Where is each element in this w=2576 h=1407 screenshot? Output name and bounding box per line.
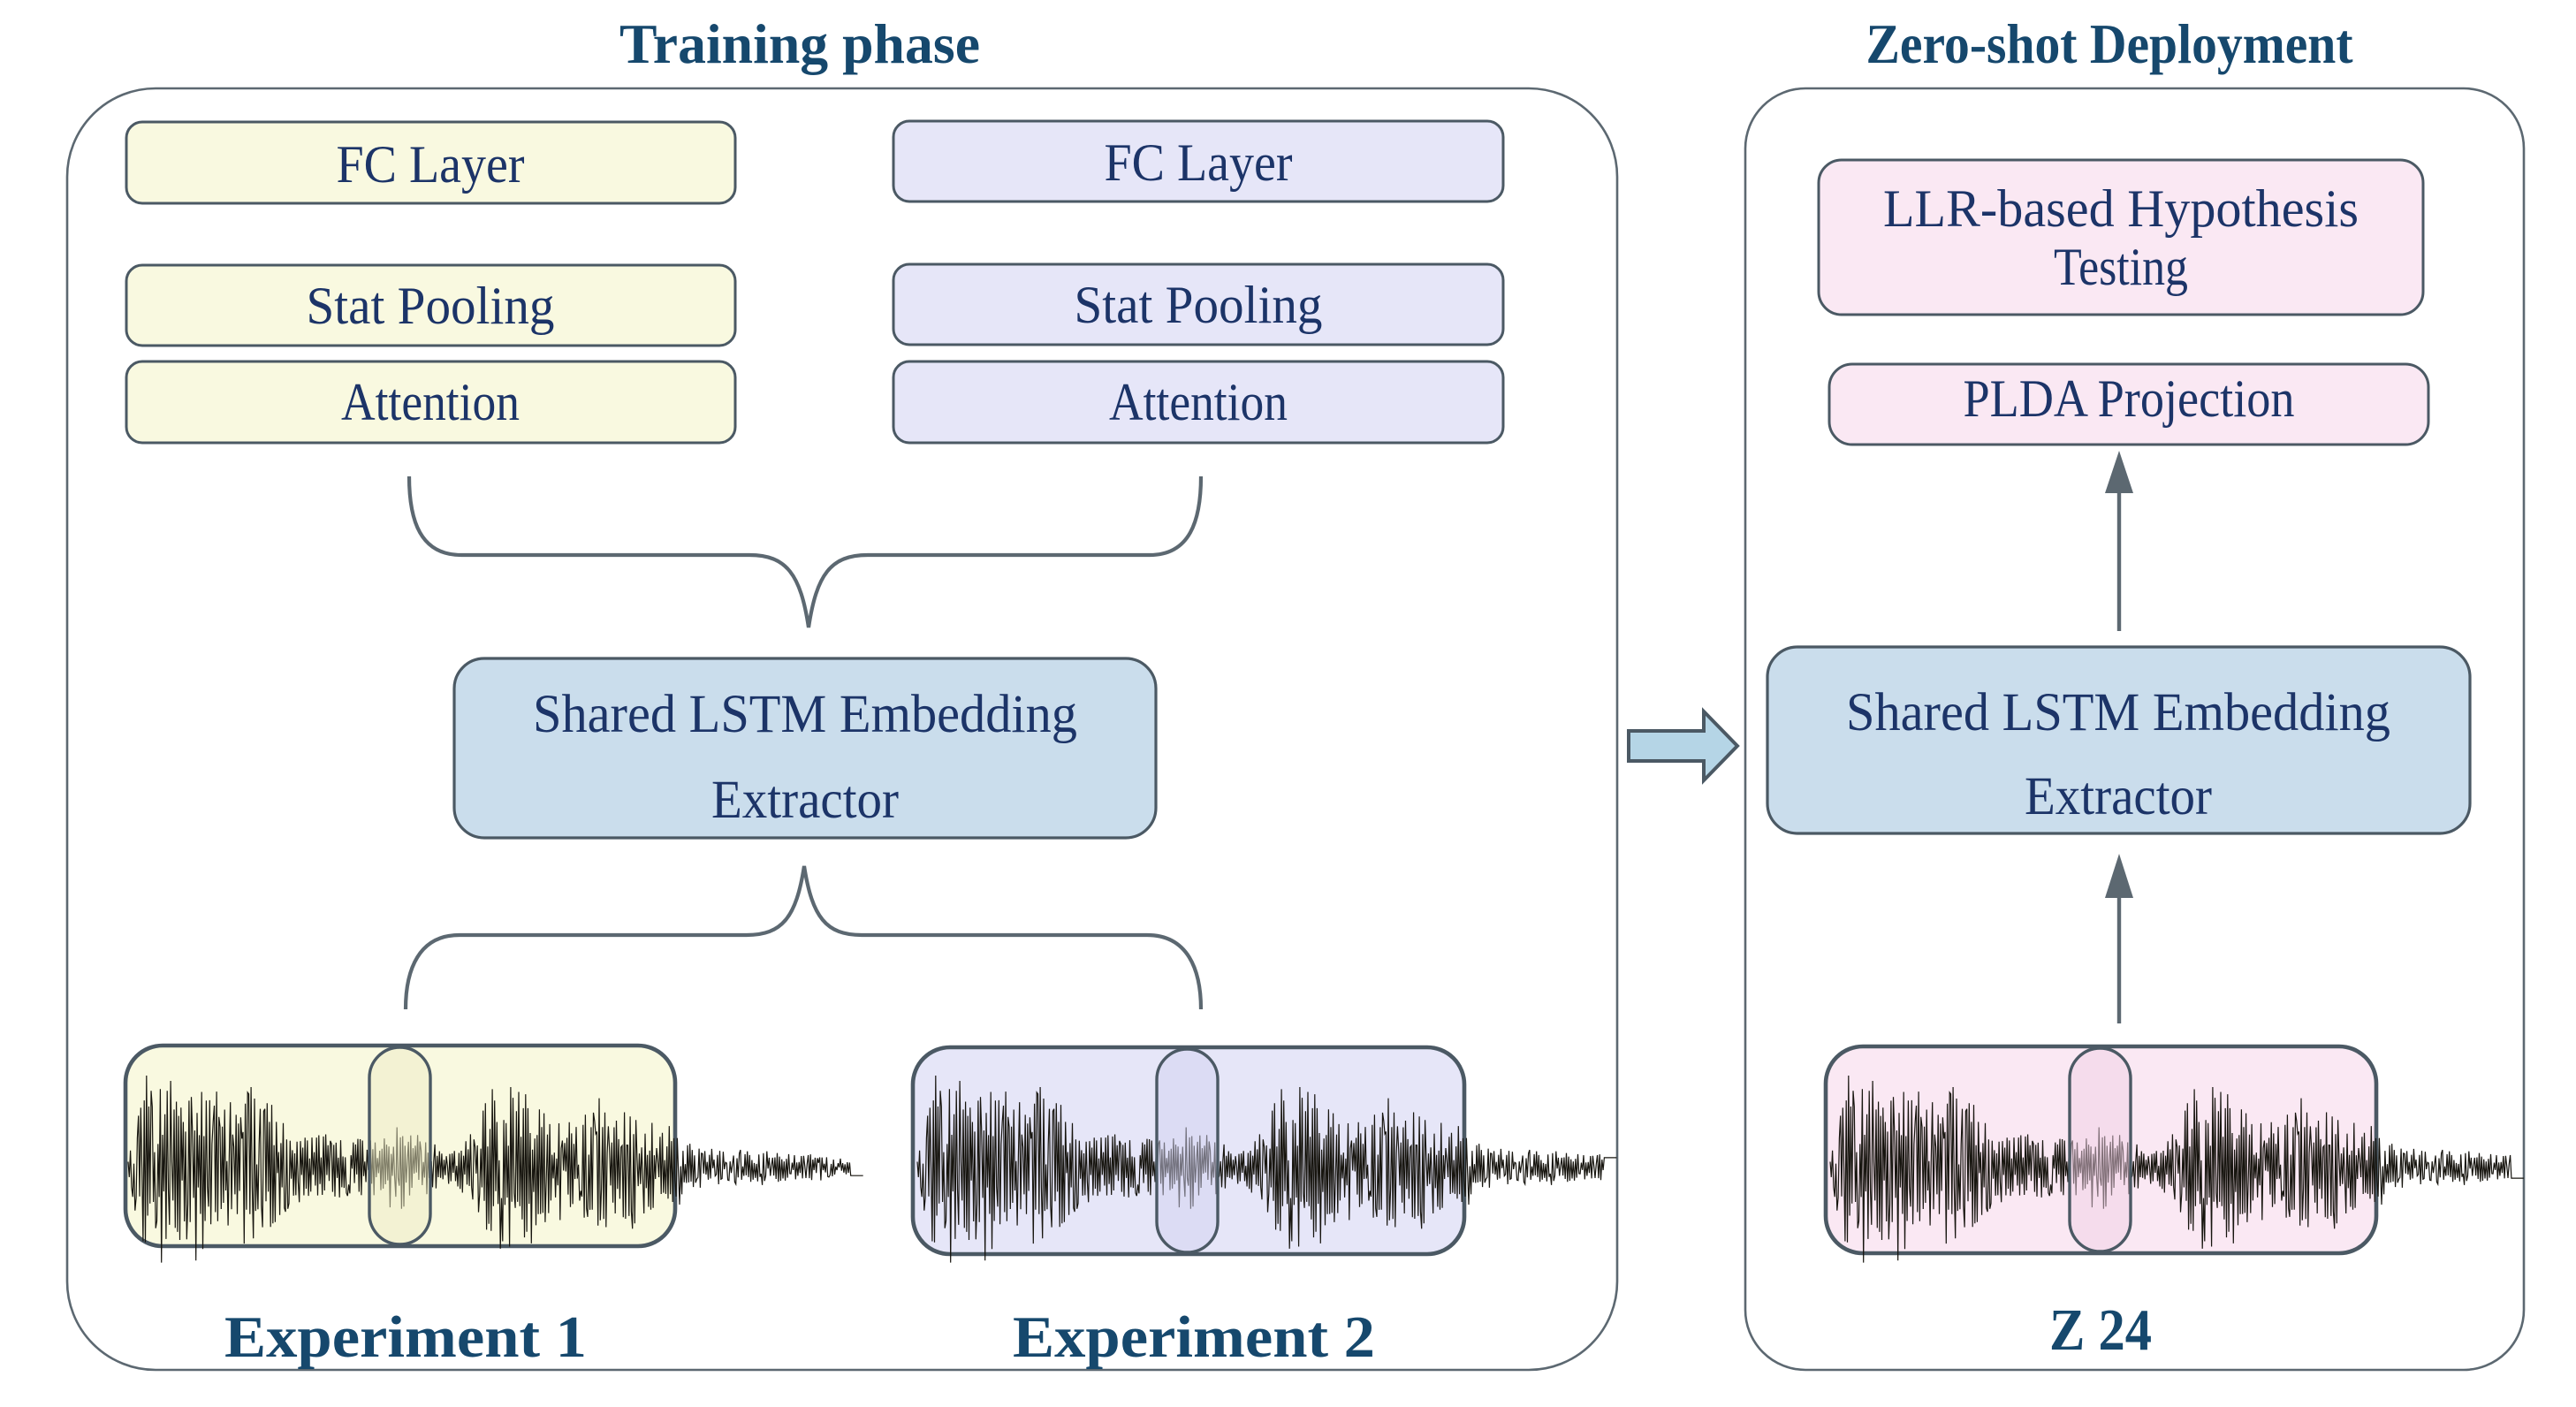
svg-text:LLR-based Hypothesis: LLR-based Hypothesis bbox=[1883, 179, 2359, 238]
svg-text:PLDA Projection: PLDA Projection bbox=[1964, 369, 2295, 428]
svg-text:Shared LSTM Embedding: Shared LSTM Embedding bbox=[1846, 683, 2390, 742]
svg-text:Testing: Testing bbox=[2054, 238, 2188, 296]
svg-text:Stat Pooling: Stat Pooling bbox=[1075, 276, 1323, 334]
svg-text:Training phase: Training phase bbox=[619, 13, 980, 75]
svg-text:Experiment 2: Experiment 2 bbox=[1013, 1304, 1375, 1370]
svg-text:Zero-shot Deployment: Zero-shot Deployment bbox=[1866, 13, 2353, 75]
svg-text:Experiment 1: Experiment 1 bbox=[224, 1304, 587, 1370]
svg-text:Extractor: Extractor bbox=[2025, 767, 2212, 826]
svg-text:Stat Pooling: Stat Pooling bbox=[307, 277, 555, 335]
svg-text:Extractor: Extractor bbox=[711, 771, 899, 830]
svg-text:Z 24: Z 24 bbox=[2049, 1297, 2152, 1363]
svg-text:FC Layer: FC Layer bbox=[1105, 133, 1293, 192]
svg-text:Shared LSTM Embedding: Shared LSTM Embedding bbox=[533, 685, 1077, 744]
svg-text:Attention: Attention bbox=[341, 373, 520, 431]
svg-text:FC Layer: FC Layer bbox=[337, 135, 525, 194]
svg-text:Attention: Attention bbox=[1109, 373, 1288, 431]
